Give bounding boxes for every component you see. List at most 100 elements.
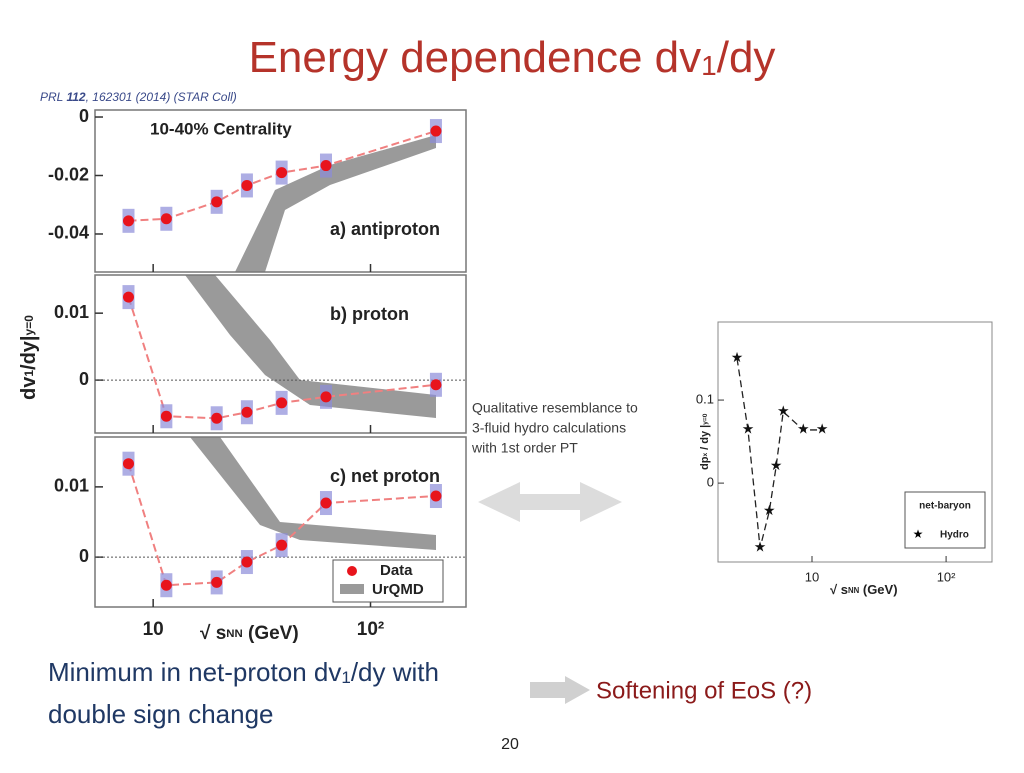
data-point <box>211 412 223 424</box>
conclusion-line2: double sign change <box>48 699 274 729</box>
annotation-line: 3-fluid hydro calculations <box>472 420 626 436</box>
hydro-star: ★ <box>731 349 744 365</box>
data-point <box>320 160 332 172</box>
axis-label: √ sNN (GeV) <box>830 582 898 597</box>
data-point <box>241 406 253 418</box>
hydro-star: ★ <box>754 539 767 555</box>
y-tick-label: 0 <box>79 546 89 566</box>
hydro-star: ★ <box>742 421 755 437</box>
y-tick-label: 0 <box>707 475 714 490</box>
legend-marker: ★ <box>913 527 924 541</box>
annotation-line: with 1st order PT <box>471 440 578 456</box>
data-point <box>160 579 172 591</box>
data-point <box>122 215 134 227</box>
data-point <box>320 391 332 403</box>
data-point <box>430 125 442 137</box>
conclusion-sub: 1 <box>341 668 350 687</box>
data-point <box>160 213 172 225</box>
panel-frame <box>94 436 467 608</box>
data-point <box>430 490 442 502</box>
axis-label-part: √ s <box>200 623 226 644</box>
hydro-star: ★ <box>770 457 783 473</box>
y-tick-label: 0 <box>79 369 89 389</box>
arrow-shape <box>478 482 622 522</box>
data-point <box>276 539 288 551</box>
data-point <box>241 556 253 568</box>
double-arrow <box>478 482 622 522</box>
data-point <box>122 458 134 470</box>
axis-label: dv1/dy|y=0 <box>18 315 40 400</box>
x-tick-label: 10² <box>357 619 384 640</box>
data-point <box>241 179 253 191</box>
data-point <box>122 291 134 303</box>
urqmd-band <box>235 135 436 272</box>
hydro-star: ★ <box>816 421 829 437</box>
axis-label-part: dv <box>18 376 40 400</box>
urqmd-band <box>190 437 436 550</box>
reference: PRL 112, 162301 (2014) (STAR Coll) <box>40 90 237 104</box>
conclusion-result: Softening of EoS (?) <box>596 677 812 704</box>
panel-label: a) antiproton <box>330 219 440 239</box>
legend-label: UrQMD <box>372 581 424 598</box>
panel-label: b) proton <box>330 304 409 324</box>
data-point <box>320 497 332 509</box>
x-tick-label: 10 <box>143 619 164 640</box>
arrow-right <box>530 676 590 704</box>
title-sub: 1 <box>701 50 717 81</box>
axis-label: dpx / dy |y=0 <box>699 413 711 470</box>
axis-label-part: dp <box>699 456 711 470</box>
panel-frame <box>94 109 467 273</box>
hydro-star: ★ <box>797 421 810 437</box>
ref-volume: 112 <box>66 90 85 104</box>
legend-label: Hydro <box>940 530 969 541</box>
y-tick-label: -0.04 <box>48 223 89 243</box>
legend-marker <box>340 584 364 594</box>
axis-label-part: (GeV) <box>859 582 897 597</box>
ref-rest: , 162301 (2014) (STAR Coll) <box>86 90 237 104</box>
axis-label-part: NN <box>226 628 242 640</box>
data-point <box>276 167 288 179</box>
axis-label: √ sNN (GeV) <box>200 623 299 644</box>
data-point <box>211 196 223 208</box>
y-tick-label: -0.02 <box>48 164 89 184</box>
panel-heading: 10-40% Centrality <box>150 119 292 138</box>
x-tick-label: 10 <box>805 569 819 584</box>
data-point <box>276 397 288 409</box>
urqmd-bands <box>185 135 436 550</box>
legend-title: net-baryon <box>919 501 971 512</box>
axis-label-part: (GeV) <box>243 623 299 644</box>
y-tick-label: 0.1 <box>696 391 714 406</box>
y-tick-label: 0.01 <box>54 476 89 496</box>
data-point <box>211 576 223 588</box>
hydro-star: ★ <box>777 402 790 418</box>
page-number: 20 <box>501 736 519 753</box>
panel-frame <box>94 274 467 434</box>
slide-title: Energy dependence dv1/dy <box>249 33 776 82</box>
axis-label-part: NN <box>848 586 860 595</box>
axis-label-part: x <box>702 453 709 457</box>
title-text: Energy dependence dv <box>249 33 702 82</box>
axis-label-part: y=0 <box>702 413 709 425</box>
data-point <box>160 410 172 422</box>
axis-label-part: /dy| <box>18 335 40 370</box>
x-tick-label: 10² <box>937 569 956 584</box>
axis-label-part: 1 <box>22 370 36 377</box>
annotation-line: Qualitative resemblance to <box>472 400 638 416</box>
conclusion-text: Minimum in net-proton dv <box>48 657 341 687</box>
conclusion-line1: Minimum in net-proton dv1/dy with <box>48 657 439 688</box>
title-tail: /dy <box>717 33 776 82</box>
y-tick-label: 0 <box>79 106 89 126</box>
legend-box <box>904 491 986 549</box>
hydro-star: ★ <box>763 502 776 518</box>
data-point <box>430 379 442 391</box>
axis-label-part: √ s <box>830 582 848 597</box>
annotation: Qualitative resemblance to 3-fluid hydro… <box>471 400 638 456</box>
conclusion-text: /dy with <box>351 657 439 687</box>
axis-label-part: / dy | <box>699 425 711 453</box>
ref-prefix: PRL <box>40 90 66 104</box>
panel-label: c) net proton <box>330 466 440 486</box>
y-tick-label: 0.01 <box>54 302 89 322</box>
hydro-line <box>736 358 823 549</box>
